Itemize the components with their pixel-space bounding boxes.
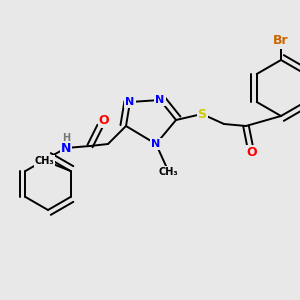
Text: N: N bbox=[61, 142, 71, 154]
Text: H: H bbox=[62, 133, 70, 143]
Text: N: N bbox=[125, 97, 135, 107]
Text: Br: Br bbox=[273, 34, 289, 47]
Text: N: N bbox=[152, 139, 160, 149]
Text: CH₃: CH₃ bbox=[35, 156, 54, 166]
Text: CH₃: CH₃ bbox=[158, 167, 178, 177]
Text: N: N bbox=[155, 95, 165, 105]
Text: O: O bbox=[247, 146, 257, 158]
Text: O: O bbox=[99, 113, 109, 127]
Text: S: S bbox=[197, 107, 206, 121]
